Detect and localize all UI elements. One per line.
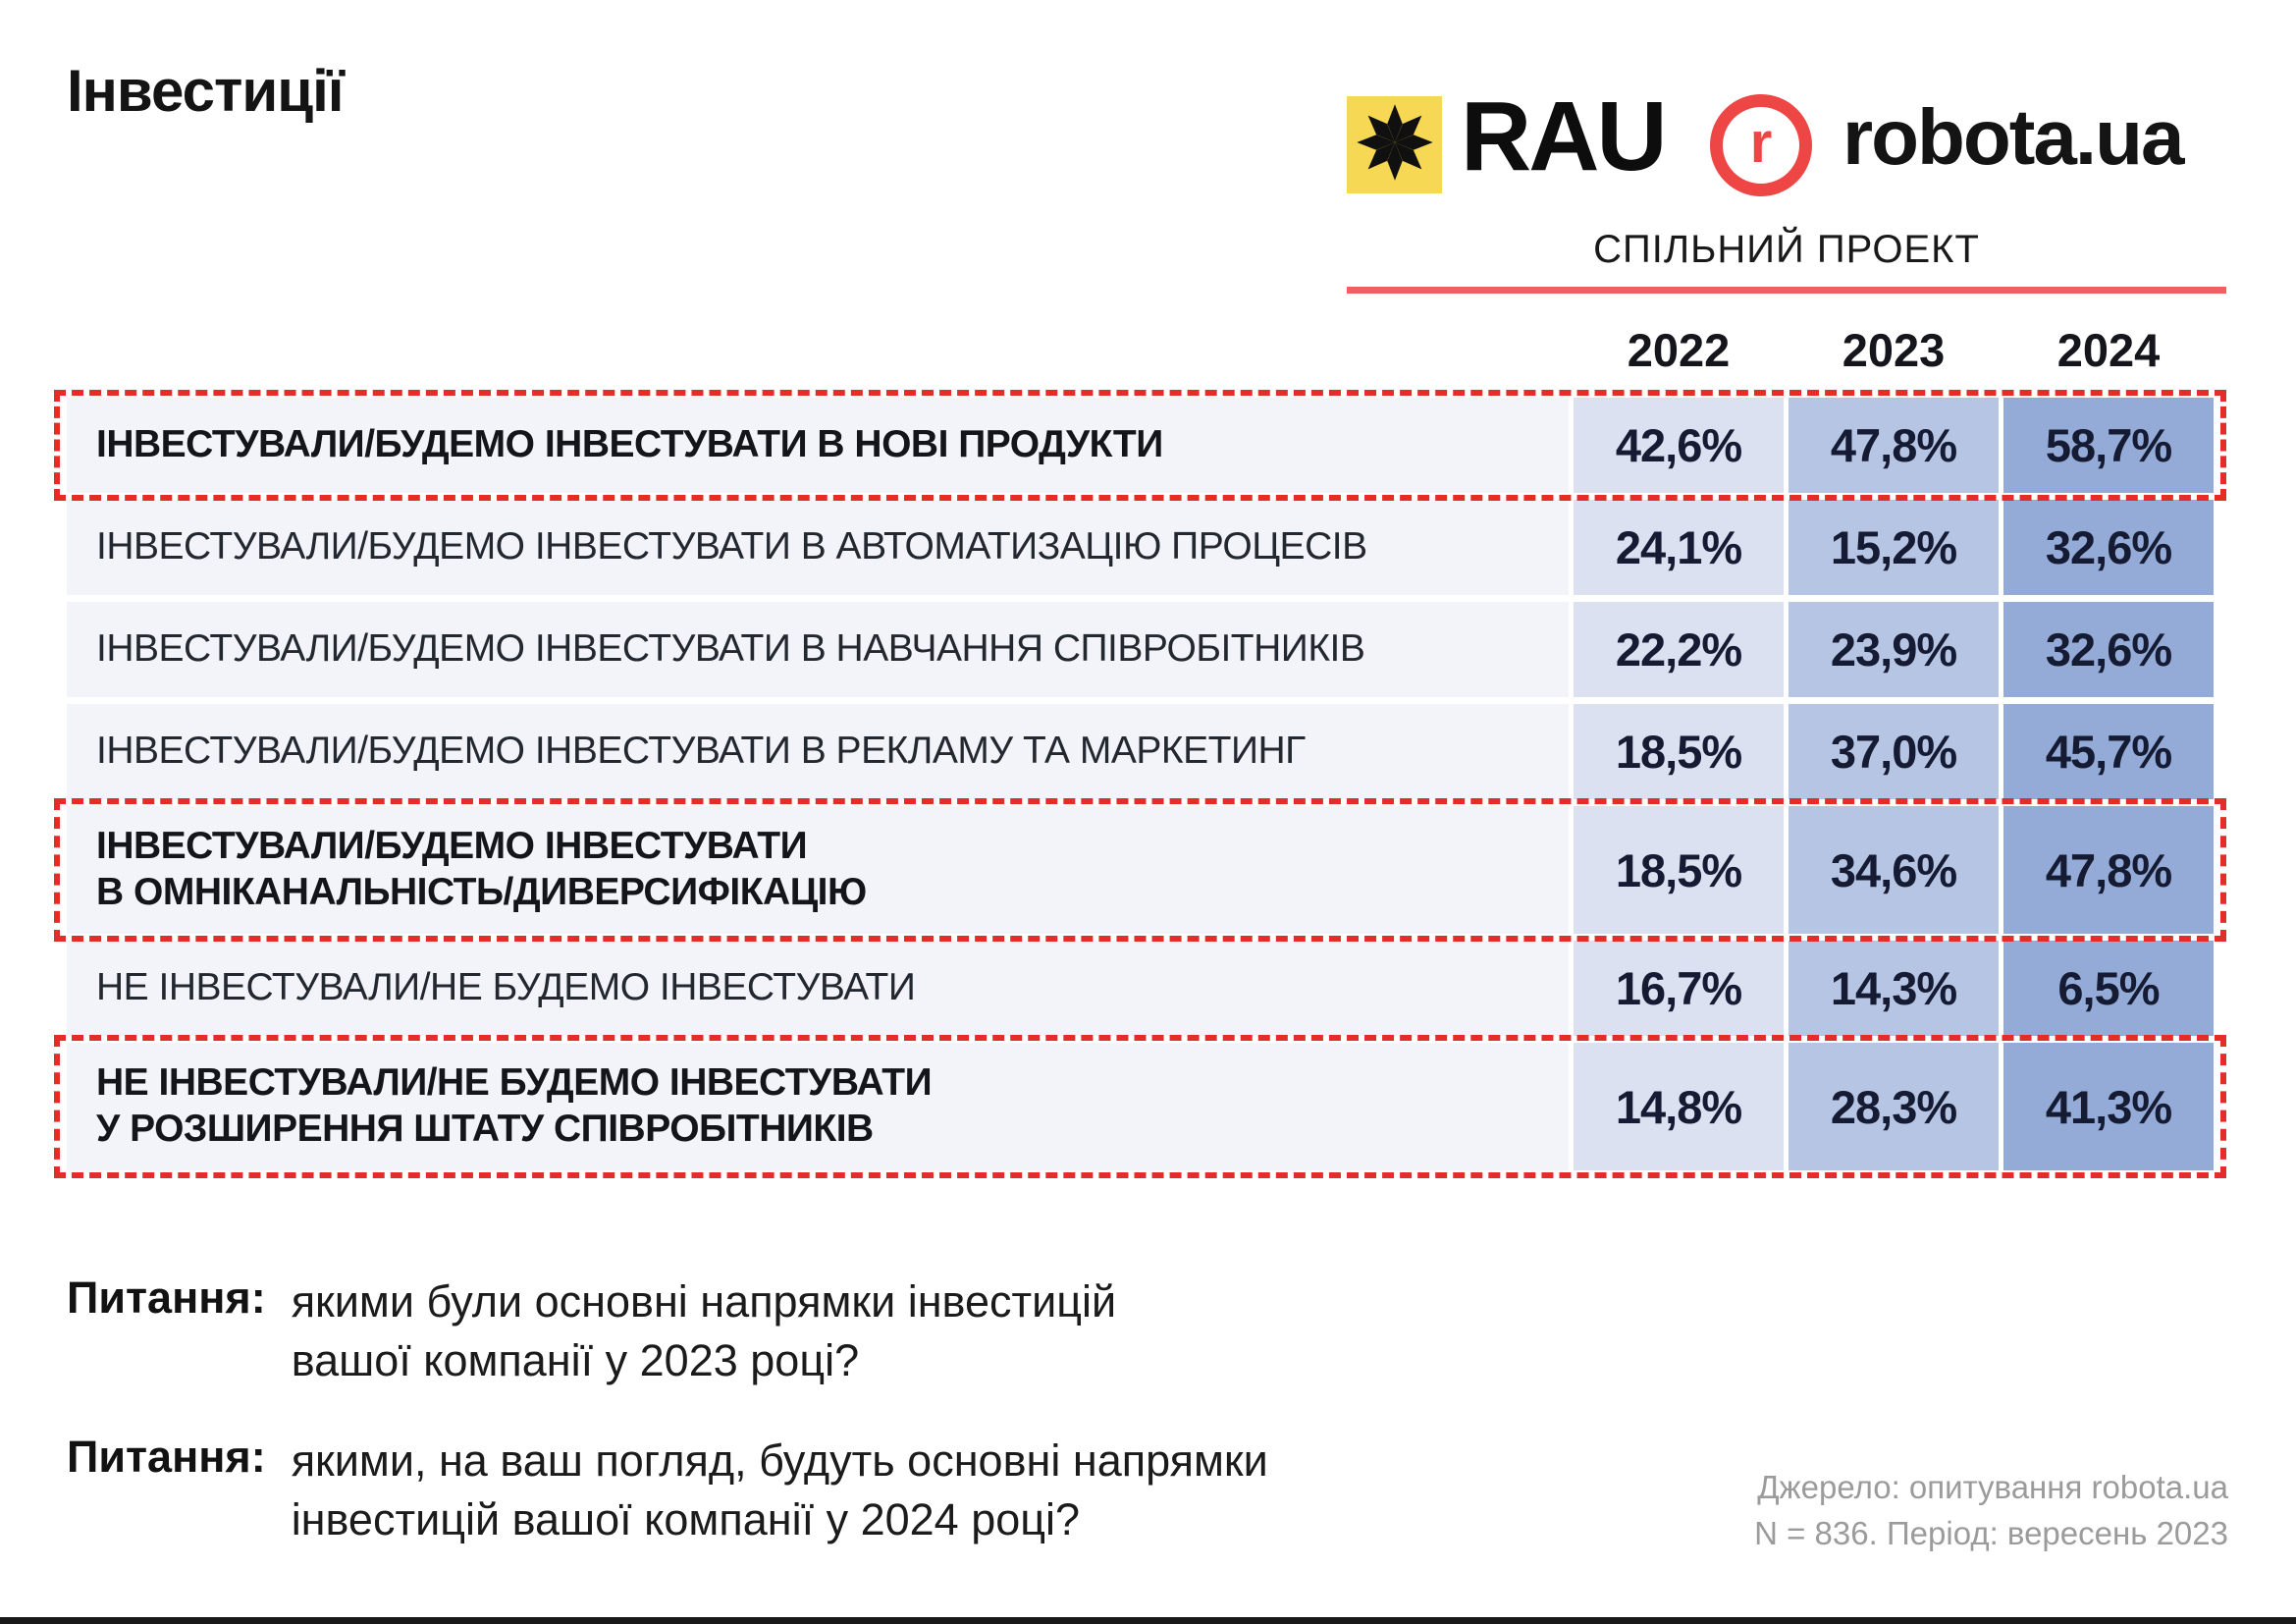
value-cell-2024: 6,5% [2003, 941, 2214, 1036]
table-header-row: 2022 2023 2024 [67, 322, 2214, 377]
table-row: НЕ ІНВЕСТУВАЛИ/НЕ БУДЕМО ІНВЕСТУВАТИ 16,7… [67, 941, 2214, 1036]
question-1-prefix: Питання: [67, 1272, 266, 1323]
table-row: ІНВЕСТУВАЛИ/БУДЕМО ІНВЕСТУВАТИ В АВТОМАТ… [67, 500, 2214, 595]
value-cell-2023: 37,0% [1789, 704, 1999, 799]
question-1-text: якими були основні напрямки інвестицій в… [291, 1276, 1117, 1385]
question-2-prefix: Питання: [67, 1432, 266, 1482]
row-label: ІНВЕСТУВАЛИ/БУДЕМО ІНВЕСТУВАТИ В РЕКЛАМУ… [67, 704, 1569, 799]
table-row: ІНВЕСТУВАЛИ/БУДЕМО ІНВЕСТУВАТИ В РЕКЛАМУ… [67, 704, 2214, 799]
robota-logo-text: robota.ua [1842, 93, 2184, 181]
value-cell-2022: 18,5% [1574, 806, 1784, 934]
source-line-2: N = 836. Період: вересень 2023 [1754, 1514, 2228, 1551]
robota-logo-icon: r [1710, 94, 1812, 196]
rau-logo-text: RAU [1461, 81, 1668, 191]
rau-star-icon [1353, 100, 1437, 189]
brand-divider-line [1347, 287, 2226, 294]
value-cell-2022: 14,8% [1574, 1043, 1784, 1170]
brand-block: RAU r robota.ua СПІЛЬНИЙ ПРОЕКТ [1347, 81, 2226, 300]
value-cell-2024: 32,6% [2003, 500, 2214, 595]
table-row: ІНВЕСТУВАЛИ/БУДЕМО ІНВЕСТУВАТИ В ОМНІКАН… [54, 798, 2226, 942]
value-cell-2022: 18,5% [1574, 704, 1784, 799]
value-cell-2023: 28,3% [1789, 1043, 1999, 1170]
value-cell-2024: 58,7% [2003, 398, 2214, 493]
header-spacer [67, 322, 1569, 377]
question-2: Питання: якими, на ваш погляд, будуть ос… [67, 1432, 1268, 1549]
question-2-text: якими, на ваш погляд, будуть основні нап… [291, 1435, 1268, 1544]
question-1: Питання: якими були основні напрямки інв… [67, 1272, 1116, 1390]
table-row: ІНВЕСТУВАЛИ/БУДЕМО ІНВЕСТУВАТИ В НАВЧАНН… [67, 602, 2214, 697]
page-title: Інвестиції [67, 58, 345, 124]
row-label: НЕ ІНВЕСТУВАЛИ/НЕ БУДЕМО ІНВЕСТУВАТИ У Р… [67, 1043, 1569, 1170]
joint-project-subtitle: СПІЛЬНИЙ ПРОЕКТ [1593, 228, 1980, 271]
table-row: ІНВЕСТУВАЛИ/БУДЕМО ІНВЕСТУВАТИ В НОВІ ПР… [54, 390, 2226, 501]
investment-table: 2022 2023 2024 ІНВЕСТУВАЛИ/БУДЕМО ІНВЕСТ… [54, 322, 2226, 1178]
row-label: ІНВЕСТУВАЛИ/БУДЕМО ІНВЕСТУВАТИ В АВТОМАТ… [67, 500, 1569, 595]
value-cell-2022: 22,2% [1574, 602, 1784, 697]
row-label: НЕ ІНВЕСТУВАЛИ/НЕ БУДЕМО ІНВЕСТУВАТИ [67, 941, 1569, 1036]
source-note: Джерело: опитування robota.ua N = 836. П… [1754, 1465, 2228, 1557]
value-cell-2024: 47,8% [2003, 806, 2214, 934]
row-label: ІНВЕСТУВАЛИ/БУДЕМО ІНВЕСТУВАТИ В НОВІ ПР… [67, 398, 1569, 493]
value-cell-2023: 47,8% [1789, 398, 1999, 493]
table-row: НЕ ІНВЕСТУВАЛИ/НЕ БУДЕМО ІНВЕСТУВАТИ У Р… [54, 1035, 2226, 1178]
value-cell-2024: 45,7% [2003, 704, 2214, 799]
value-cell-2022: 42,6% [1574, 398, 1784, 493]
bottom-edge-bar [0, 1617, 2296, 1624]
robota-r-letter: r [1749, 110, 1773, 175]
value-cell-2023: 14,3% [1789, 941, 1999, 1036]
value-cell-2022: 16,7% [1574, 941, 1784, 1036]
value-cell-2024: 32,6% [2003, 602, 2214, 697]
value-cell-2024: 41,3% [2003, 1043, 2214, 1170]
year-header-2022: 2022 [1627, 324, 1731, 376]
row-label: ІНВЕСТУВАЛИ/БУДЕМО ІНВЕСТУВАТИ В ОМНІКАН… [67, 806, 1569, 934]
year-header-2023: 2023 [1842, 324, 1946, 376]
value-cell-2023: 34,6% [1789, 806, 1999, 934]
rau-logo [1347, 96, 1442, 193]
value-cell-2023: 15,2% [1789, 500, 1999, 595]
value-cell-2022: 24,1% [1574, 500, 1784, 595]
row-label: ІНВЕСТУВАЛИ/БУДЕМО ІНВЕСТУВАТИ В НАВЧАНН… [67, 602, 1569, 697]
value-cell-2023: 23,9% [1789, 602, 1999, 697]
year-header-2024: 2024 [2056, 324, 2161, 376]
source-line-1: Джерело: опитування robota.ua [1757, 1469, 2228, 1505]
